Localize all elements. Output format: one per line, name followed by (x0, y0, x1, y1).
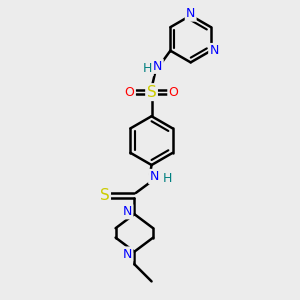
Text: N: N (153, 60, 163, 73)
Text: H: H (143, 62, 152, 75)
Text: O: O (125, 85, 135, 99)
Text: N: N (209, 44, 219, 57)
Text: S: S (147, 85, 156, 100)
Text: N: N (123, 248, 132, 261)
Text: S: S (100, 188, 110, 203)
Text: N: N (123, 205, 132, 218)
Text: H: H (163, 172, 172, 185)
Text: N: N (149, 170, 159, 183)
Text: O: O (169, 85, 178, 99)
Text: N: N (186, 8, 195, 20)
